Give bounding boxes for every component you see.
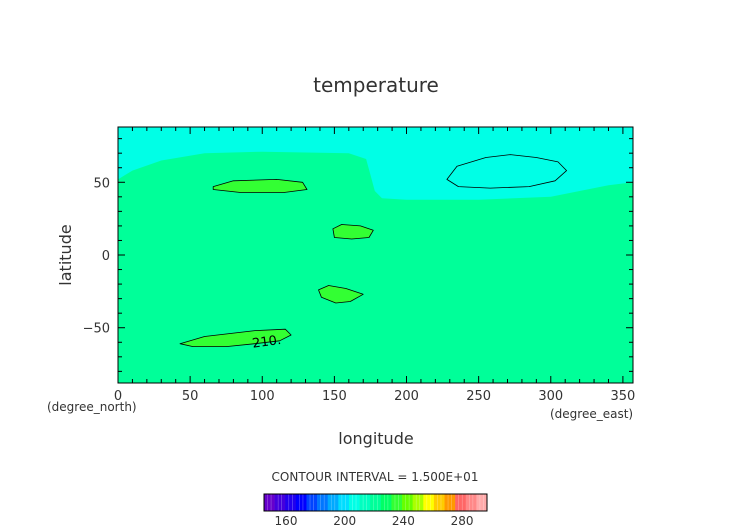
x-tick-label: 100 [250,389,275,404]
contour-region-warm-patch-3 [318,285,364,304]
colorbar-cell [317,494,329,511]
chart-title: temperature [313,73,439,97]
colorbar-cell [380,494,392,511]
x-tick-label: 150 [322,389,347,404]
contour-region-warm-patch-2 [332,224,374,240]
colorbar-cell [306,494,318,511]
contour-interval-label: CONTOUR INTERVAL = 1.500E+01 [272,470,479,484]
y-tick-label: 50 [93,176,110,191]
colorbar-cell [455,494,467,511]
contour-regions [118,127,633,348]
x-tick-label: 200 [394,389,419,404]
colorbar-cell [370,494,382,511]
colorbar-cell [391,494,403,511]
axes: 0 50 100 150 200 250 300 350 −50 0 50 [83,127,635,404]
x-tick-label: 350 [610,389,635,404]
colorbar-cell [465,494,477,511]
x-tick-label: 0 [114,389,122,404]
x-tick-label: 250 [466,389,491,404]
colorbar-cell [423,494,435,511]
colorbar-tick-label: 160 [275,514,298,528]
colorbar-cell [412,494,424,511]
contour-label: 210. [251,333,282,352]
contour-region-closed-contour-east [446,154,567,189]
y-tick-label: 0 [102,249,110,264]
colorbar-tick-label: 240 [392,514,415,528]
colorbar-cell [433,494,445,511]
y-unit-label: (degree_north) [47,400,137,414]
colorbar-cell [476,494,488,511]
y-axis-label: latitude [56,224,75,285]
colorbar-cell [264,494,275,511]
colorbar-cell [359,494,371,511]
colorbar-cell [338,494,350,511]
contour-region-warm-patch-1 [212,178,308,193]
x-tick-label: 300 [538,389,563,404]
contour-labels: 210. [251,333,282,352]
colorbar-frame [263,493,488,512]
colorbar-cell [444,494,456,511]
colorbar-cell [285,494,297,511]
x-unit-label: (degree_east) [550,407,633,421]
colorbar-tick-label: 200 [333,514,356,528]
colorbar-cell [295,494,307,511]
x-axis-label: longitude [338,429,413,448]
contour-region-warm-patch-4 [179,328,292,348]
colorbar-cell [274,494,286,511]
colorbar-cell [402,494,413,511]
colorbar-cell [327,494,339,511]
x-tick-label: 50 [182,389,199,404]
colorbar-cell [348,494,360,511]
colorbar-tick-label: 280 [451,514,474,528]
y-tick-label: −50 [83,322,110,337]
colorbar: 160 200 240 280 [263,493,488,528]
